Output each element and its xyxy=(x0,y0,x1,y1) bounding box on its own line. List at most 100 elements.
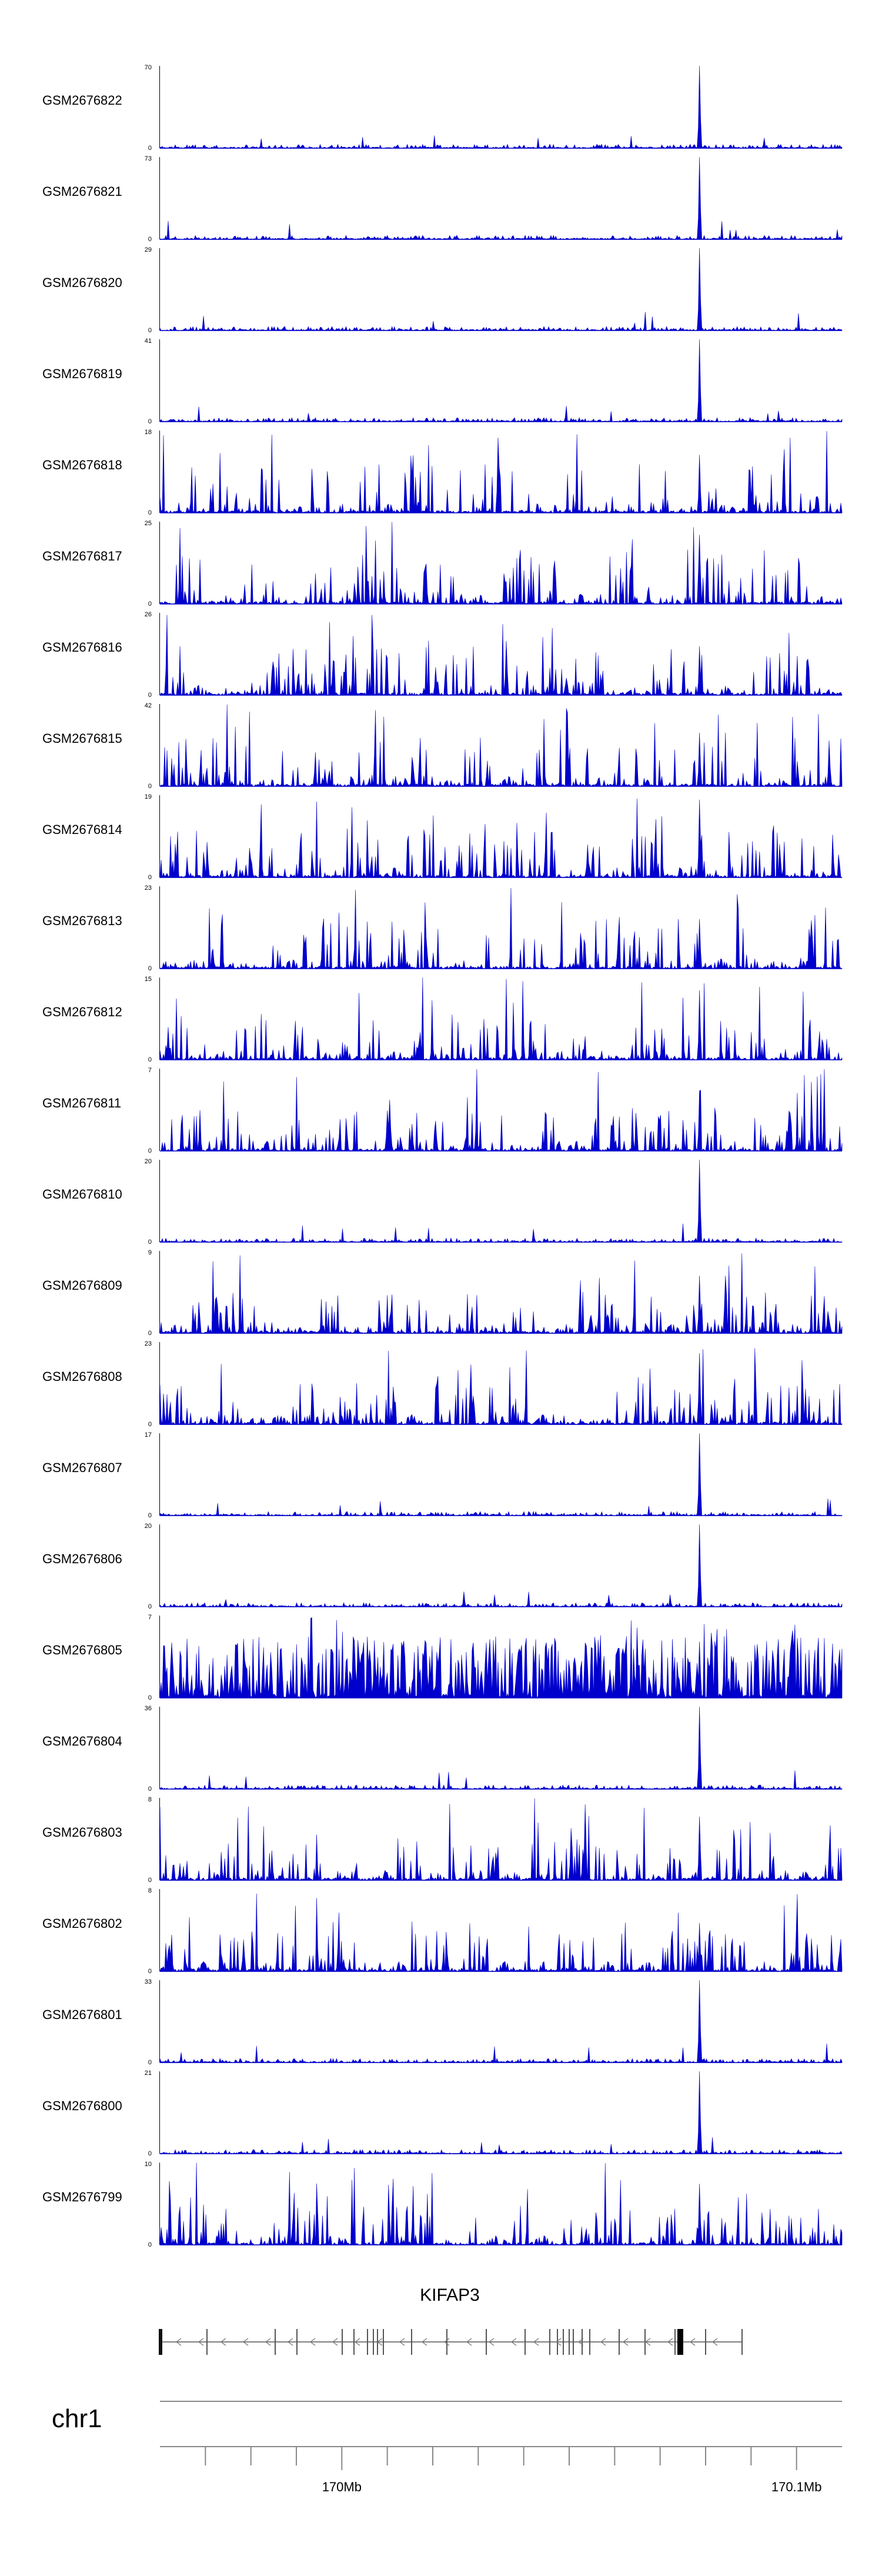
track-label: GSM2676806 xyxy=(42,1551,122,1566)
axis-tick-label: 170Mb xyxy=(322,2480,362,2494)
strand-arrow-icon xyxy=(622,2338,629,2346)
y-max-tick-label: 20 xyxy=(145,1158,152,1165)
strand-arrow-icon xyxy=(175,2338,182,2346)
gene-utr-exon xyxy=(159,2329,162,2355)
strand-arrow-icon xyxy=(399,2338,405,2346)
y-min-tick-label: 0 xyxy=(148,1056,152,1063)
track-label: GSM2676822 xyxy=(42,93,122,108)
strand-arrow-icon xyxy=(265,2338,271,2346)
signal-area xyxy=(159,1253,843,1334)
y-min-tick-label: 0 xyxy=(148,1147,152,1154)
strand-arrow-icon xyxy=(287,2338,293,2346)
strand-arrow-icon xyxy=(577,2338,584,2346)
track-label: GSM2676817 xyxy=(42,549,122,563)
y-min-tick-label: 0 xyxy=(148,2241,152,2248)
signal-area xyxy=(159,977,843,1061)
signal-area xyxy=(159,798,843,879)
strand-arrow-icon xyxy=(667,2338,673,2346)
track-GSM2676816: GSM2676816 26 0 xyxy=(42,611,843,699)
y-max-tick-label: 10 xyxy=(145,2161,152,2168)
strand-arrow-icon xyxy=(466,2338,472,2346)
y-min-tick-label: 0 xyxy=(148,1968,152,1975)
track-label: GSM2676821 xyxy=(42,184,122,199)
strand-arrow-icon xyxy=(555,2338,562,2346)
signal-area xyxy=(159,1706,843,1790)
signal-area xyxy=(159,704,843,787)
strand-arrow-icon xyxy=(332,2338,338,2346)
track-label: GSM2676812 xyxy=(42,1005,122,1019)
signal-area xyxy=(159,522,843,605)
gene-track: KIFAP3 xyxy=(159,2285,743,2355)
track-label: GSM2676816 xyxy=(42,640,122,655)
y-max-tick-label: 73 xyxy=(145,155,152,162)
track-label: GSM2676818 xyxy=(42,458,122,472)
y-min-tick-label: 0 xyxy=(148,1877,152,1884)
signal-area xyxy=(159,1798,843,1881)
track-GSM2676804: GSM2676804 36 0 xyxy=(42,1705,843,1793)
signal-area xyxy=(159,1433,843,1517)
strand-arrow-icon xyxy=(510,2338,517,2346)
signal-tracks: GSM2676822700GSM2676821730GSM2676820290G… xyxy=(42,64,843,2248)
y-min-tick-label: 0 xyxy=(148,2059,152,2066)
track-GSM2676800: GSM2676800 21 0 xyxy=(42,2070,843,2157)
track-label: GSM2676810 xyxy=(42,1187,122,1202)
chromosome-ideogram: chr1 xyxy=(52,2401,842,2433)
y-min-tick-label: 0 xyxy=(148,236,152,243)
track-label: GSM2676805 xyxy=(42,1643,122,1657)
track-label: GSM2676802 xyxy=(42,1916,122,1931)
signal-area xyxy=(159,2071,843,2154)
track-label: GSM2676819 xyxy=(42,366,122,381)
y-max-tick-label: 36 xyxy=(145,1705,152,1712)
track-label: GSM2676800 xyxy=(42,2098,122,2113)
strand-arrow-icon xyxy=(421,2338,427,2346)
track-label: GSM2676799 xyxy=(42,2190,122,2204)
y-max-tick-label: 18 xyxy=(145,429,152,436)
y-max-tick-label: 21 xyxy=(145,2070,152,2077)
strand-arrow-icon xyxy=(443,2338,450,2346)
track-label: GSM2676803 xyxy=(42,1825,122,1840)
track-label: GSM2676814 xyxy=(42,822,122,837)
y-min-tick-label: 0 xyxy=(148,2150,152,2157)
track-GSM2676807: GSM2676807 17 0 xyxy=(42,1432,843,1519)
signal-area xyxy=(159,1980,843,2063)
track-label: GSM2676801 xyxy=(42,2007,122,2022)
strand-arrow-icon xyxy=(533,2338,539,2346)
y-min-tick-label: 0 xyxy=(148,783,152,790)
track-GSM2676812: GSM2676812 15 0 xyxy=(42,976,843,1063)
track-GSM2676821: GSM2676821 73 0 xyxy=(42,155,843,243)
track-GSM2676817: GSM2676817 25 0 xyxy=(42,520,843,608)
y-min-tick-label: 0 xyxy=(148,874,152,881)
y-max-tick-label: 8 xyxy=(148,1796,152,1803)
signal-area xyxy=(159,1524,843,1607)
track-GSM2676801: GSM2676801 33 0 xyxy=(42,1978,843,2066)
track-GSM2676806: GSM2676806 20 0 xyxy=(42,1523,843,1610)
track-GSM2676818: GSM2676818 18 0 xyxy=(42,429,843,516)
track-label: GSM2676804 xyxy=(42,1734,122,1749)
y-max-tick-label: 25 xyxy=(145,520,152,527)
gene-coding-exon xyxy=(677,2329,683,2355)
y-max-tick-label: 42 xyxy=(145,702,152,709)
y-max-tick-label: 29 xyxy=(145,246,152,253)
y-min-tick-label: 0 xyxy=(148,418,152,425)
track-label: GSM2676808 xyxy=(42,1369,122,1384)
strand-arrow-icon xyxy=(220,2338,226,2346)
track-label: GSM2676820 xyxy=(42,275,122,290)
track-GSM2676810: GSM2676810 20 0 xyxy=(42,1158,843,1246)
strand-arrow-icon xyxy=(242,2338,249,2346)
track-GSM2676808: GSM2676808 23 0 xyxy=(42,1340,843,1428)
y-min-tick-label: 0 xyxy=(148,145,152,152)
signal-area xyxy=(159,248,843,331)
signal-area xyxy=(159,339,843,422)
track-GSM2676819: GSM2676819 41 0 xyxy=(42,338,843,425)
track-GSM2676815: GSM2676815 42 0 xyxy=(42,702,843,790)
strand-arrow-icon xyxy=(644,2338,651,2346)
signal-area xyxy=(159,156,843,240)
signal-area xyxy=(159,431,843,514)
y-max-tick-label: 19 xyxy=(145,793,152,800)
track-GSM2676813: GSM2676813 23 0 xyxy=(42,885,843,972)
y-min-tick-label: 0 xyxy=(148,1239,152,1246)
signal-area xyxy=(159,887,843,970)
strand-arrow-icon xyxy=(488,2338,495,2346)
y-max-tick-label: 7 xyxy=(148,1614,152,1621)
y-max-tick-label: 7 xyxy=(148,1067,152,1074)
